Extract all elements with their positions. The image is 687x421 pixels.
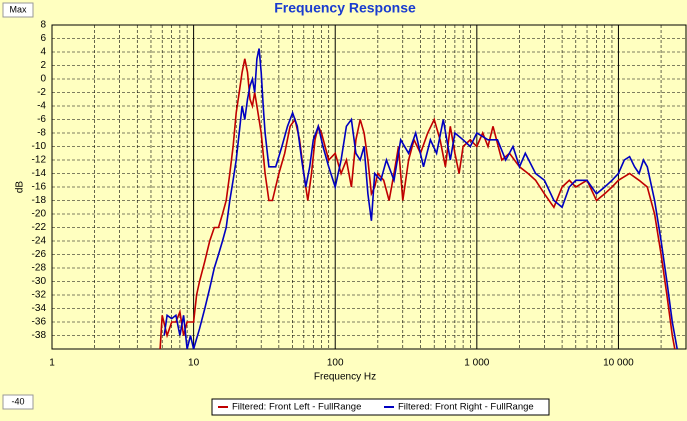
y-tick-label: -20 [32,209,47,220]
y-tick-label: 8 [40,20,46,31]
y-tick-label: -18 [32,195,47,206]
y-tick-label: -34 [32,303,47,314]
y-tick-label: -6 [37,114,46,125]
y-tick-label: -22 [32,222,47,233]
y-tick-label: -28 [32,263,47,274]
y-tick-label: -32 [32,290,47,301]
y-tick-label: -36 [32,317,47,328]
x-tick-label: 100 [327,358,344,369]
x-tick-label: 10 000 [603,358,634,369]
y-tick-label: -8 [37,128,46,139]
y-tick-label: -10 [32,141,47,152]
min-input[interactable] [2,394,34,410]
y-tick-label: -26 [32,249,47,260]
y-tick-label: 6 [40,33,46,44]
legend-label: Filtered: Front Left - FullRange [232,402,361,413]
max-label: Max [9,4,27,14]
x-tick-label: 1 000 [464,358,489,369]
y-tick-label: -38 [32,330,47,341]
legend-label: Filtered: Front Right - FullRange [398,402,534,413]
series-group [159,48,678,349]
y-tick-label: 2 [40,60,46,71]
max-input[interactable] [2,2,34,18]
y-tick-label: 0 [40,74,46,85]
series-line [163,48,678,349]
legend [211,398,550,416]
y-tick-label: -16 [32,182,47,193]
y-tick-label: -24 [32,236,47,247]
y-tick-label: -30 [32,276,47,287]
min-value: -40 [11,396,24,406]
chart-title: Frequency Response [274,0,416,16]
y-tick-label: 4 [40,47,46,58]
y-tick-label: -2 [37,87,46,98]
y-axis-label: dB [15,181,26,194]
y-tick-label: -12 [32,155,47,166]
y-tick-label: -4 [37,101,46,112]
x-tick-label: 10 [188,358,200,369]
series-line [159,58,676,349]
y-tick-label: -14 [32,168,47,179]
x-tick-label: 1 [49,358,55,369]
x-axis-label: Frequency Hz [314,372,376,383]
